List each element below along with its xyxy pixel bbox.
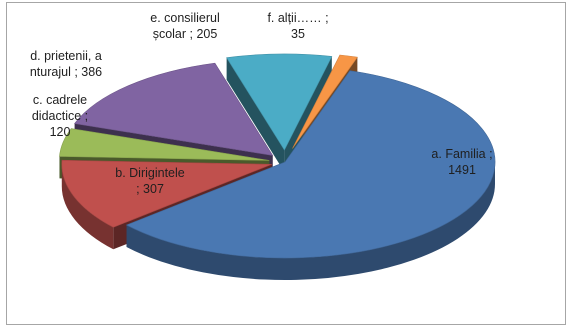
slice-familia: [125, 70, 496, 259]
data-label-familia-line: 1491: [448, 163, 476, 177]
data-label-prietenii-anturajul-line: d. prietenii, a: [30, 49, 102, 63]
slice-consilierul-scolar-wall: [226, 57, 285, 172]
data-label-dirigintele: b. Dirigintele ; 307: [115, 166, 185, 196]
data-label-altii: f. alții…… ; 35: [267, 11, 328, 41]
slice-cadrele-didactice: [59, 128, 270, 161]
data-label-prietenii-anturajul-line: nturajul ; 386: [30, 65, 102, 79]
data-label-altii-line: f. alții…… ;: [267, 11, 328, 25]
slice-familia-side: [126, 162, 495, 280]
data-label-cadrele-didactice-line: didactice ;: [32, 109, 88, 123]
data-label-familia-line: a. Familia ;: [431, 147, 492, 161]
data-label-consilierul-scolar: e. consilierul școlar ; 205: [150, 11, 219, 41]
slice-dirigintele: [61, 159, 272, 228]
slice-prietenii-anturajul: [74, 62, 274, 156]
slice-consilierul-scolar: [226, 53, 333, 151]
data-label-cadrele-didactice-line: 120: [50, 125, 71, 139]
data-label-consilierul-scolar-line: e. consilierul: [150, 11, 219, 25]
data-label-prietenii-anturajul: d. prietenii, a nturajul ; 386: [30, 49, 102, 79]
data-label-consilierul-scolar-line: școlar ; 205: [153, 27, 218, 41]
data-label-dirigintele-line: b. Dirigintele: [115, 166, 185, 180]
data-label-cadrele-didactice: c. cadrele didactice ; 120: [32, 93, 88, 139]
data-label-dirigintele-line: ; 307: [136, 182, 164, 196]
slice-dirigintele-side: [61, 164, 114, 250]
data-label-cadrele-didactice-line: c. cadrele: [33, 93, 87, 107]
data-label-familia: a. Familia ; 1491: [431, 147, 492, 177]
slice-altii: [292, 54, 358, 149]
data-label-altii-line: 35: [291, 27, 305, 41]
